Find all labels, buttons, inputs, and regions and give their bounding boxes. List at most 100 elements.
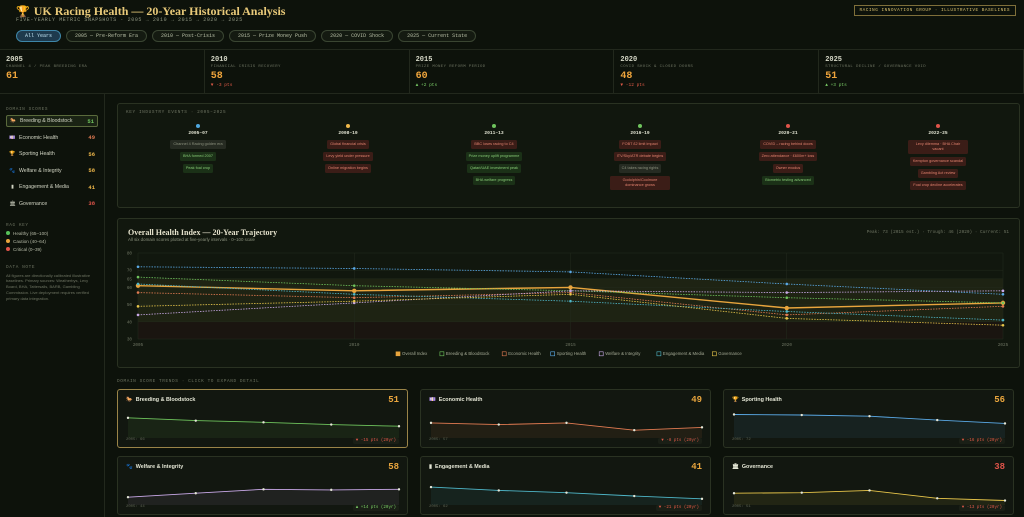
data-point[interactable] bbox=[785, 310, 789, 313]
sparkline-point bbox=[732, 413, 736, 416]
sparkline-point bbox=[262, 488, 265, 491]
sparkline bbox=[429, 421, 704, 438]
data-point[interactable] bbox=[136, 282, 140, 286]
snapshot-year: 2015 bbox=[415, 56, 433, 64]
rag-label: Healthy (65–100) bbox=[13, 230, 49, 236]
snapshot-2025[interactable]: 2025 STRUCTURAL DECLINE / GOVERNANCE VOID… bbox=[819, 50, 1024, 93]
data-point[interactable] bbox=[352, 292, 356, 296]
event-period-5: 2022–25 Levy dilemma · BHA Chair vacant Ke… bbox=[898, 124, 978, 193]
key-events-heading: KEY INDUSTRY EVENTS · 2005–2025 bbox=[126, 110, 227, 115]
data-point[interactable] bbox=[1001, 292, 1005, 296]
data-point[interactable] bbox=[1001, 301, 1005, 305]
data-point[interactable] bbox=[569, 299, 572, 303]
trend-card-4[interactable]: ▮ Engagement & Media 41 2005: 62 ▼ -21 pts (… bbox=[420, 456, 711, 515]
sidebar-item-label: Governance bbox=[19, 200, 48, 207]
period-label: 2016–19 bbox=[630, 131, 650, 136]
data-point[interactable] bbox=[1001, 323, 1005, 327]
data-point[interactable] bbox=[1001, 289, 1005, 293]
data-point[interactable] bbox=[785, 317, 789, 320]
data-point[interactable] bbox=[352, 299, 356, 303]
period-label: 2008–10 bbox=[338, 131, 358, 136]
event-chip: Levy dilemma · BHA Chair vacant bbox=[908, 140, 968, 154]
sidebar-item-0[interactable]: 🐎 Breeding & Bloodstock 51 bbox=[6, 115, 98, 127]
data-point[interactable] bbox=[1001, 305, 1005, 308]
sidebar-item-2[interactable]: 🏆 Sporting Health 56 bbox=[6, 148, 98, 160]
sidebar-item-1[interactable]: 💷 Economic Health 49 bbox=[6, 132, 98, 144]
sidebar-item-4[interactable]: ▮ Engagement & Media 41 bbox=[6, 181, 98, 193]
snapshot-score: 60 bbox=[415, 71, 428, 82]
sparkline-point bbox=[429, 485, 433, 489]
data-point[interactable] bbox=[1001, 318, 1005, 322]
chart-subtitle: All six domain scores plotted at five-ye… bbox=[128, 237, 255, 242]
sparkline-point bbox=[330, 423, 333, 426]
data-point[interactable] bbox=[785, 282, 789, 286]
tab-5[interactable]: 2025 — Current State bbox=[398, 30, 477, 42]
data-point[interactable] bbox=[785, 296, 789, 300]
card-icon: 🏆 bbox=[732, 397, 739, 403]
overall-health-panel: Overall Health Index — 20-Year Trajector… bbox=[117, 218, 1020, 368]
card-change: ▼ -13 pts (20yr) bbox=[958, 505, 1005, 511]
y-tick-label: 60 bbox=[127, 286, 133, 291]
data-point[interactable] bbox=[569, 292, 572, 296]
period-label: 2005–07 bbox=[188, 131, 208, 136]
y-tick-label: 40 bbox=[127, 320, 133, 325]
card-title-text: Welfare & Integrity bbox=[135, 464, 184, 470]
sparkline-point bbox=[700, 497, 704, 501]
key-events-panel: KEY INDUSTRY EVENTS · 2005–2025 2005–07 C… bbox=[117, 103, 1020, 208]
data-point[interactable] bbox=[785, 313, 789, 317]
data-point[interactable] bbox=[136, 291, 140, 294]
sidebar-item-5[interactable]: 🏛 Governance 38 bbox=[6, 198, 98, 210]
tab-0[interactable]: All Years bbox=[16, 30, 62, 42]
rag-dot-icon bbox=[6, 239, 10, 243]
sparkline-point bbox=[800, 413, 803, 417]
period-dot-icon bbox=[346, 124, 350, 128]
snapshot-label: CHANNEL 4 / PEAK BREEDING ERA bbox=[6, 65, 88, 69]
rag-key-item: Healthy (65–100) bbox=[6, 231, 98, 236]
tab-2[interactable]: 2010 — Post-Crisis bbox=[152, 30, 225, 42]
data-point[interactable] bbox=[136, 313, 140, 317]
card-title: ▮ Engagement & Media bbox=[429, 464, 489, 470]
domain-icon: 🐾 bbox=[9, 167, 16, 174]
trend-card-5[interactable]: 🏛 Governance 38 2005: 51 ▼ -13 pts (20yr) bbox=[723, 456, 1014, 515]
snapshot-change: ▲ +2 pts bbox=[415, 83, 438, 88]
data-point[interactable] bbox=[568, 285, 573, 290]
domain-icon: 🐎 bbox=[10, 118, 17, 124]
domain-icon: ▮ bbox=[11, 184, 14, 190]
trend-card-2[interactable]: 🏆 Sporting Health 56 2005: 72 ▼ -16 pts (20y… bbox=[723, 389, 1014, 448]
data-point[interactable] bbox=[136, 265, 140, 269]
data-point[interactable] bbox=[352, 296, 356, 300]
data-point[interactable] bbox=[784, 305, 789, 311]
trend-card-3[interactable]: 🐾 Welfare & Integrity 58 2005: 44 ▲ +14 pts … bbox=[117, 456, 408, 515]
trend-card-0[interactable]: 🐎 Breeding & Bloodstock 51 2005: 66 ▼ -15 pt… bbox=[117, 389, 408, 448]
legend-label: Engagement & Media bbox=[663, 351, 705, 356]
tab-1[interactable]: 2005 — Pre-Reform Era bbox=[66, 30, 148, 42]
sidebar-item-3[interactable]: 🐾 Welfare & Integrity 58 bbox=[6, 165, 98, 177]
data-point[interactable] bbox=[569, 289, 572, 293]
sidebar-item-value: 56 bbox=[88, 150, 95, 158]
data-point[interactable] bbox=[569, 270, 572, 274]
sparkline-point bbox=[700, 426, 704, 429]
snapshot-2015[interactable]: 2015 PRIZE MONEY REFORM PERIOD 60 ▲ +2 pts bbox=[410, 50, 615, 93]
data-point[interactable] bbox=[352, 284, 356, 287]
y-tick-label: 65 bbox=[127, 277, 133, 282]
snapshot-2005[interactable]: 2005 CHANNEL 4 / PEAK BREEDING ERA 61 bbox=[0, 50, 205, 93]
y-tick-label: 80 bbox=[127, 252, 133, 257]
snapshot-2020[interactable]: 2020 COVID SHOCK & CLOSED DOORS 48 ▼ -12 pt… bbox=[614, 50, 820, 93]
domain-list: 🐎 Breeding & Bloodstock 51 💷 Economic Health… bbox=[6, 115, 98, 210]
data-point[interactable] bbox=[352, 267, 356, 270]
event-chip: Zero attendance · £600m+ loss bbox=[758, 151, 818, 161]
card-title: 🏆 Sporting Health bbox=[732, 397, 782, 403]
legend-label: Sporting Health bbox=[557, 351, 587, 356]
snapshot-2010[interactable]: 2010 FINANCIAL CRISIS RECOVERY 58 ▼ -3 pts bbox=[205, 50, 410, 93]
sparkline-point bbox=[565, 421, 568, 425]
tab-4[interactable]: 2020 — COVID Shock bbox=[321, 30, 394, 42]
data-point[interactable] bbox=[136, 305, 140, 308]
data-point[interactable] bbox=[352, 288, 357, 294]
legend-label: Governance bbox=[718, 351, 742, 356]
trend-card-1[interactable]: 💷 Economic Health 49 2005: 57 ▼ -8 pts (20yr… bbox=[420, 389, 711, 448]
data-point[interactable] bbox=[136, 275, 140, 279]
tab-3[interactable]: 2015 — Prize Money Push bbox=[229, 30, 317, 42]
data-point[interactable] bbox=[785, 291, 789, 294]
event-period-1: 2008–10 Global financial crisis Levy yield… bbox=[308, 124, 388, 176]
sparkline-area bbox=[734, 490, 1005, 505]
